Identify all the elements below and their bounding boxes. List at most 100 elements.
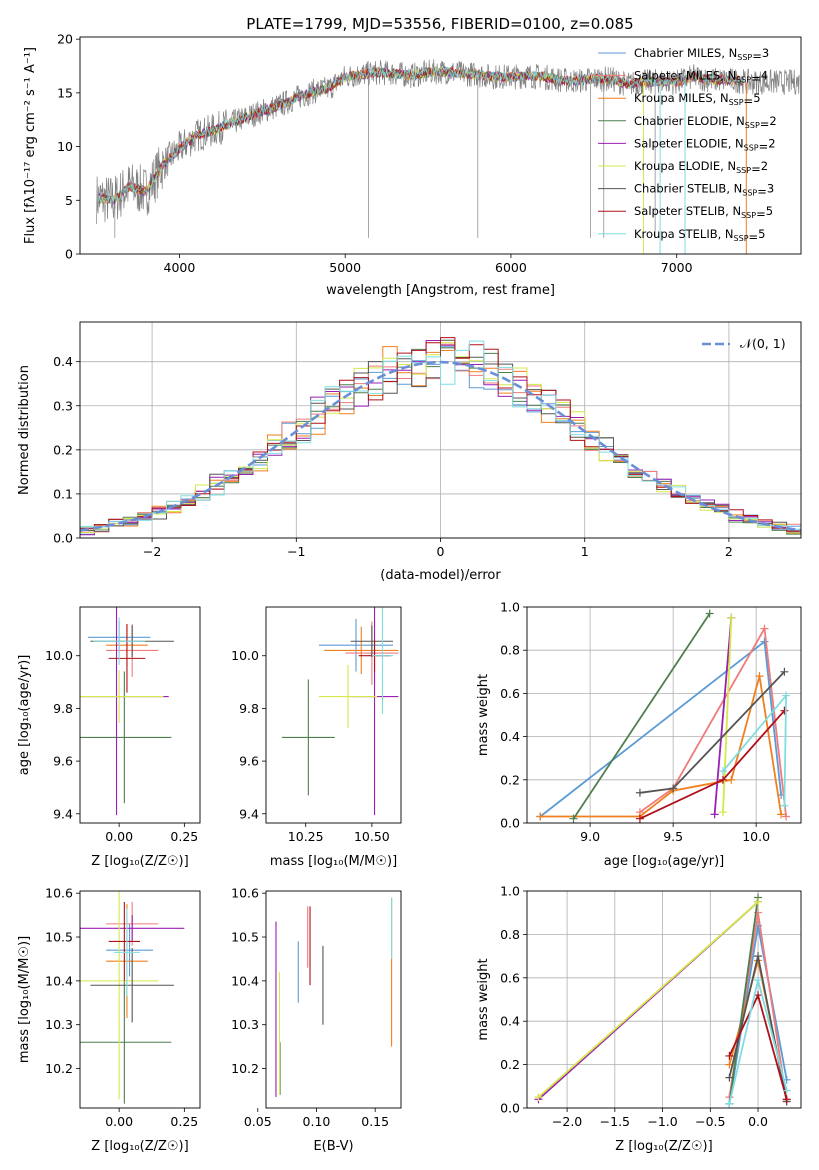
legend-label: Kroupa ELODIE, NSSP=2 [634,159,768,176]
legend-n-prefix: , N [720,69,736,83]
legend-n-value: 5 [758,227,765,241]
y-tick-label: 10.4 [45,973,73,988]
weight-marker [782,1095,791,1104]
legend-n-prefix: , N [718,227,734,241]
weight-marker [760,624,769,633]
legend-n-subscript: SSP [741,211,756,220]
legend-n-prefix: , N [720,159,736,173]
axes-frame [265,890,402,1109]
weight-series-3 [572,613,711,820]
weight-marker [725,1073,734,1082]
legend-label: 𝒩(0, 1) [740,336,786,351]
y-tick-label: 0.4 [53,354,73,369]
legend-equals: = [757,185,767,199]
x-tick-label: 1 [581,544,589,559]
legend-equals: = [751,72,761,86]
legend-model-name: Chabrier STELIB [634,182,726,196]
y-tick-label: 10.4 [231,973,259,988]
x-tick-label: 9.5 [663,829,683,844]
y-tick-label: 9.8 [53,701,73,716]
y-tick-label: 10.2 [231,1061,259,1076]
y-tick-label: 0.0 [500,1101,520,1116]
legend-label: Chabrier STELIB, NSSP=3 [634,182,774,199]
weight-marker [710,810,719,819]
weight-series-1 [639,625,787,817]
legend-n-prefix: , N [728,136,744,150]
legend-n-value: 5 [753,91,760,105]
weight-marker [782,1086,791,1095]
y-axis-label: mass [log₁₀(M/M☉)] [17,936,32,1063]
weight-marker [536,812,545,821]
x-tick-label: 10.25 [288,829,324,844]
mass-vs-reddening-panel: 0.05 0.10 0.15 10.2 10.3 10.4 10.5 10.6 E(B-V) [231,886,402,1154]
legend-n-prefix: , N [725,204,741,218]
gaussian-curve [80,360,801,532]
x-tick-label: 0.05 [244,1114,272,1129]
x-tick-label: −2 [143,544,161,559]
legend-n-value: 5 [766,204,773,218]
legend-n-prefix: , N [729,114,745,128]
legend-n-prefix: , N [726,182,742,196]
weight-marker [782,691,791,700]
weight-series-2 [540,675,782,818]
age-vs-mass-panel: 10.25 10.50 9.4 9.6 9.8 10.0 mass [log₁₀(M/M☉)… [231,606,402,869]
y-tick-label: 9.6 [53,754,73,769]
legend-n-subscript: SSP [742,189,757,198]
weight-marker [669,784,678,793]
legend-n-value: 3 [767,182,774,196]
y-tick-label: 9.4 [239,806,259,821]
y-tick-label: 0.8 [500,643,520,658]
y-tick-label: 0.2 [500,772,520,787]
y-tick-label: 10.0 [231,648,259,663]
weight-marker [635,814,644,823]
legend-model-name: Chabrier MILES [634,46,721,60]
legend-equals: = [760,117,770,131]
y-axis-label: age [log₁₀(age/yr)] [17,655,32,776]
y-tick-label: 5 [65,193,73,208]
mass-vs-metallicity-panel: 0.00 0.25 10.2 10.3 10.4 10.5 10.6 Z [log₁₀(Z/Z… [17,886,201,1154]
weight-marker [754,975,763,984]
x-axis-label: wavelength [Angstrom, rest frame] [326,283,555,298]
x-axis-label: age [log₁₀(age/yr)] [604,854,725,869]
y-axis-label: Normed distribution [17,365,32,495]
observed-spectrum-line [96,59,800,224]
residual-histogram-8 [80,340,801,538]
y-tick-label: 1.0 [500,600,520,615]
x-tick-label: 4000 [164,260,196,275]
legend-n-value: 2 [768,136,775,150]
weight-marker [760,637,769,646]
x-axis-label: mass [log₁₀(M/M☉)] [270,854,397,869]
y-tick-label: 0.1 [53,486,73,501]
y-tick-label: 9.4 [53,806,73,821]
legend-equals: = [756,207,766,221]
y-tick-label: 0.0 [500,816,520,831]
spectrum-panel: 4000 5000 6000 7000 0 5 10 15 20 wavelength [Angs… [23,32,802,298]
weight-marker [569,814,578,823]
y-tick-label: 0.6 [500,970,520,985]
weight-series-7 [639,710,786,820]
legend-model-name: Chabrier ELODIE [634,114,729,128]
weight-marker [705,609,714,618]
weight-marker [782,812,791,821]
y-tick-label: 9.8 [239,701,259,716]
legend-model-name: Salpeter MILES [634,69,720,83]
x-tick-label: −1.5 [600,1114,630,1129]
weight-marker [780,706,789,715]
y-tick-label: 10.5 [231,930,259,945]
legend-n-subscript: SSP [737,53,752,62]
y-tick-label: 10.2 [45,1061,73,1076]
weight-series-5 [537,901,759,1098]
y-tick-label: 0.8 [500,927,520,942]
legend-label: Salpeter STELIB, NSSP=5 [634,204,773,221]
legend-n-subscript: SSP [734,234,749,243]
age-vs-metallicity-panel: 0.00 0.25 9.4 9.6 9.8 10.0 Z [log₁₀(Z/Z☉)] age … [17,606,201,869]
legend-n-prefix: , N [721,46,737,60]
weight-marker [727,775,736,784]
y-tick-label: 0.0 [53,531,73,546]
weight-marker [635,788,644,797]
weight-marker [534,1093,543,1102]
legend-n-value: 3 [762,46,769,60]
weight-marker [727,613,736,622]
axes-frame [79,321,802,539]
